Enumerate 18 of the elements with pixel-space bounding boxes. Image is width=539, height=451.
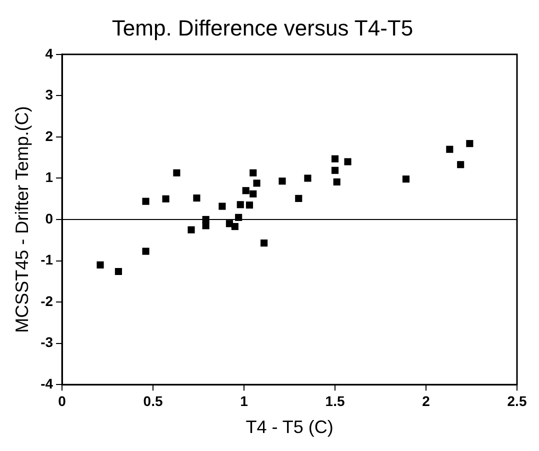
y-tick-label: -4	[40, 375, 54, 392]
x-tick-label: 0.5	[143, 392, 163, 409]
x-tick-label: 1	[240, 392, 248, 409]
y-tick-label: -1	[40, 252, 54, 268]
x-tick-label: 0	[58, 392, 66, 409]
y-tick-label: 0	[45, 210, 54, 226]
y-axis-title: MCSST45 - Drifter Temp.(C)	[12, 106, 32, 333]
chart-title: Temp. Difference versus T4-T5	[112, 15, 414, 40]
y-tick-label: 4	[45, 45, 54, 62]
x-axis-title: T4 - T5 (C)	[246, 417, 334, 438]
y-tick-label: 2	[45, 128, 54, 144]
y-tick-label: 1	[45, 169, 54, 186]
y-tick-label: -3	[40, 334, 54, 350]
x-tick-label: 2	[422, 392, 430, 409]
x-tick-label: 2.5	[507, 392, 527, 409]
y-tick-label: -2	[40, 292, 54, 309]
y-tick-label: 3	[45, 86, 54, 103]
x-tick-label: 1.5	[325, 392, 345, 409]
